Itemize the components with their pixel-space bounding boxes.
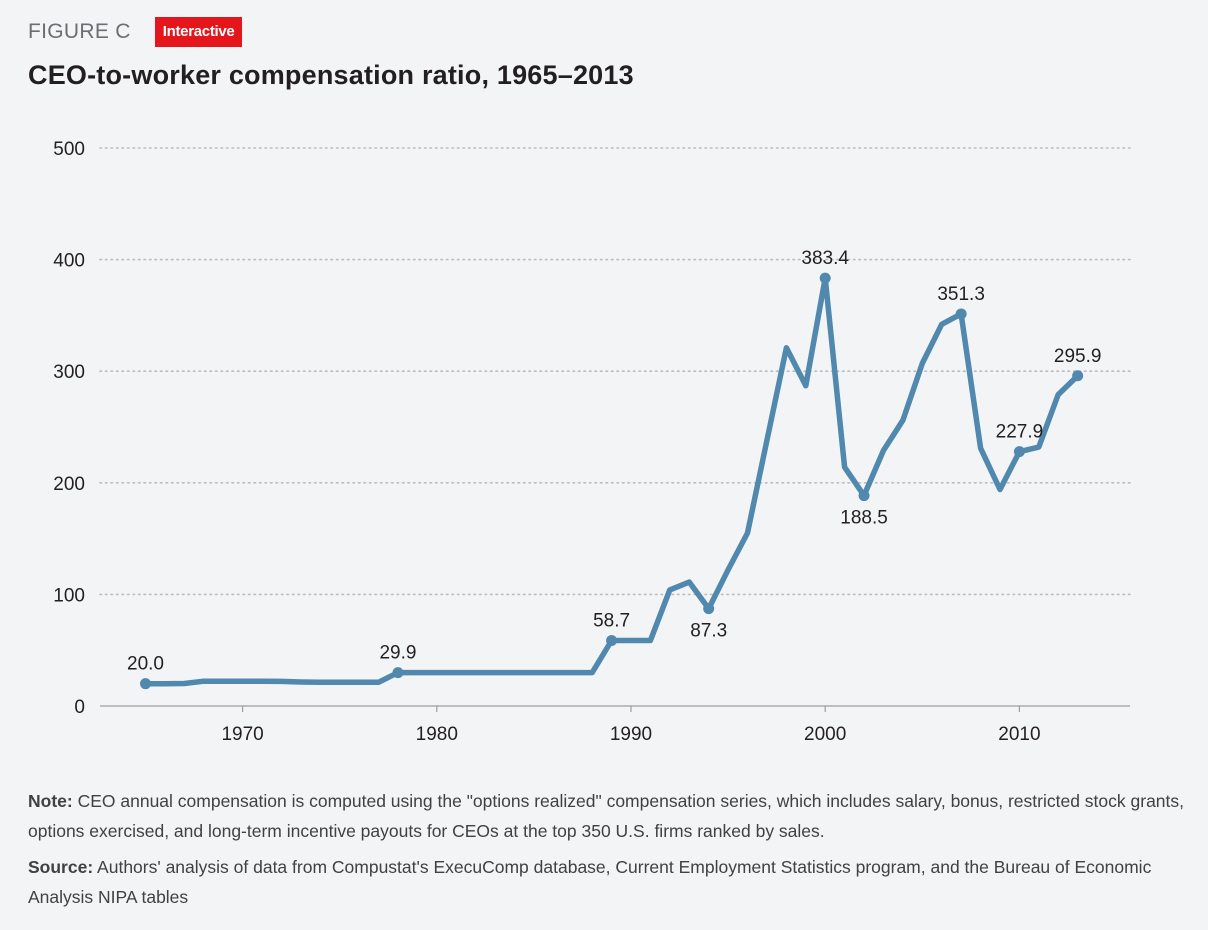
data-label: 20.0: [127, 654, 164, 675]
y-tick-label: 300: [53, 362, 85, 383]
data-label: 58.7: [593, 610, 630, 631]
figure-label: FIGURE C: [28, 20, 131, 43]
data-label: 295.9: [1054, 346, 1102, 367]
data-point: [703, 603, 715, 615]
data-label: 87.3: [690, 621, 727, 642]
x-tick-label: 1980: [416, 724, 458, 745]
data-label: 383.4: [801, 248, 849, 269]
x-tick-label: 1970: [221, 724, 263, 745]
data-point: [392, 667, 404, 679]
y-tick-label: 100: [53, 585, 85, 606]
data-point: [1072, 370, 1084, 382]
y-tick-label: 0: [74, 697, 85, 718]
x-tick-label: 2000: [804, 724, 846, 745]
chart-footer: Note: CEO annual compensation is compute…: [28, 786, 1188, 912]
data-label: 188.5: [840, 508, 888, 529]
data-point: [858, 490, 870, 502]
data-label: 351.3: [937, 284, 985, 305]
data-point: [606, 634, 618, 646]
data-labels: 20.0 29.9 58.7 87.3 383.4 188.5 351.3 227.9 295.…: [127, 248, 1101, 675]
data-point: [955, 308, 967, 320]
axes: 0 100 200 300 400 500 1970 1980 1990 2000 2010: [53, 139, 1130, 745]
source-label: Source:: [28, 857, 94, 877]
data-point: [819, 272, 831, 284]
y-tick-label: 400: [53, 251, 85, 272]
data-point: [140, 678, 151, 690]
x-tick-label: 2010: [998, 724, 1040, 745]
y-tick-label: 500: [53, 139, 85, 160]
source: Source: Authors' analysis of data from C…: [28, 852, 1188, 912]
x-tick-label: 1990: [610, 724, 652, 745]
line-chart: 0 100 200 300 400 500 1970 1980 1990 2000 2010 20.…: [53, 139, 1131, 745]
y-tick-label: 200: [53, 474, 85, 495]
figure-header: FIGURE C Interactive CEO-to-worker compe…: [28, 14, 634, 91]
note-text: CEO annual compensation is computed usin…: [28, 791, 1185, 841]
interactive-badge[interactable]: Interactive: [154, 17, 243, 47]
source-text: Authors' analysis of data from Compustat…: [28, 857, 1152, 907]
grid-lines: [99, 147, 1131, 596]
chart-title: CEO-to-worker compensation ratio, 1965–2…: [28, 60, 634, 90]
note-label: Note:: [28, 791, 73, 811]
figure-label-row: FIGURE C Interactive: [28, 14, 634, 50]
series: [140, 272, 1084, 690]
data-point: [1013, 446, 1025, 458]
data-label: 29.9: [379, 643, 416, 664]
note: Note: CEO annual compensation is compute…: [28, 786, 1188, 846]
data-label: 227.9: [996, 422, 1044, 443]
